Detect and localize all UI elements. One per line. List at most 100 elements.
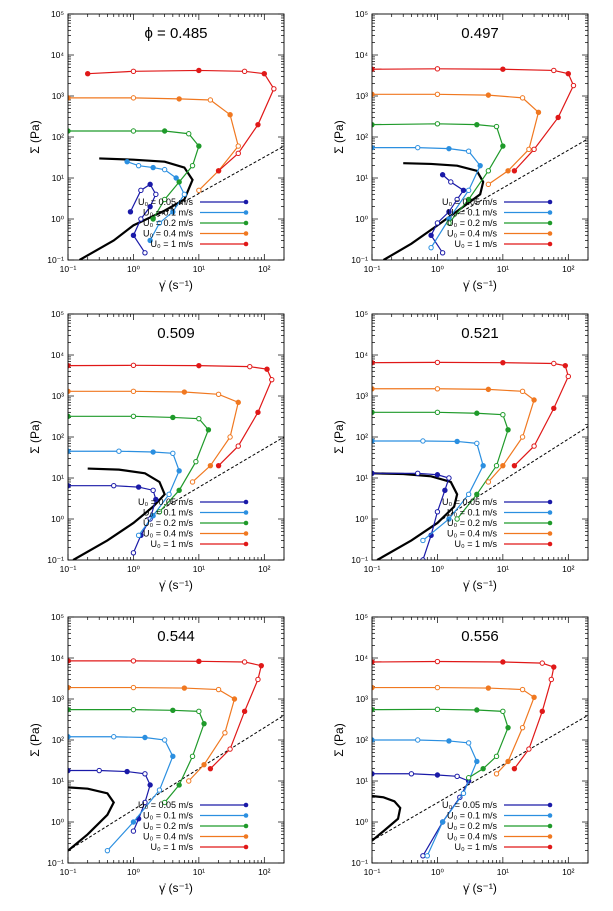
legend-label: U₀ = 1 m/s <box>455 842 498 852</box>
data-point <box>205 427 212 433</box>
data-point <box>446 145 452 152</box>
series-line <box>68 709 205 803</box>
data-point <box>500 411 506 418</box>
legend-marker <box>547 231 553 236</box>
series-5 <box>68 362 275 469</box>
y-tick-label: 10⁴ <box>355 350 368 360</box>
data-point <box>500 66 506 72</box>
data-point <box>193 458 199 465</box>
legend-label: U₀ = 0.4 m/s <box>447 529 498 539</box>
y-tick-label: 10¹ <box>356 776 368 786</box>
data-point <box>130 128 137 134</box>
data-point <box>170 209 176 215</box>
data-point <box>142 799 148 806</box>
data-point <box>156 220 163 226</box>
data-point <box>442 487 448 494</box>
chart-title: 0.509 <box>157 325 195 342</box>
x-axis-label: γ̇ (s⁻¹) <box>159 278 193 292</box>
legend-label: U₀ = 0.2 m/s <box>447 218 498 228</box>
data-point <box>505 724 511 731</box>
data-point <box>189 162 196 169</box>
plot-frame <box>67 616 285 864</box>
legend: U₀ = 0.05 m/sU₀ = 0.1 m/sU₀ = 0.2 m/sU₀ … <box>442 800 553 852</box>
x-tick-label: 10¹ <box>193 564 205 574</box>
y-tick-label: 10⁴ <box>355 50 368 60</box>
x-tick-label: 10⁰ <box>431 264 444 274</box>
data-point <box>176 96 182 102</box>
data-point <box>519 686 526 693</box>
data-point <box>434 91 441 98</box>
data-point <box>434 509 441 515</box>
series-3 <box>372 121 506 226</box>
plot-area <box>372 359 588 560</box>
reference-line <box>68 714 284 852</box>
data-point <box>135 484 142 490</box>
legend-label: U₀ = 0.1 m/s <box>143 811 194 821</box>
data-point <box>130 95 137 101</box>
legend-marker <box>243 844 249 850</box>
y-tick-label: 10⁵ <box>355 309 368 319</box>
chart-title: ϕ = 0.485 <box>144 25 207 42</box>
legend-label: U₀ = 0.4 m/s <box>447 832 498 842</box>
y-tick-label: 10⁻¹ <box>351 858 368 868</box>
x-tick-label: 10² <box>258 264 270 274</box>
data-point <box>130 706 137 713</box>
data-point <box>493 462 500 469</box>
data-point <box>196 708 202 715</box>
data-point <box>196 187 202 194</box>
data-point <box>474 707 480 713</box>
legend-label: U₀ = 0.05 m/s <box>442 497 498 507</box>
legend-label: U₀ = 1 m/s <box>455 239 498 249</box>
x-tick-label: 10¹ <box>497 867 509 877</box>
data-point <box>235 399 241 406</box>
x-axis-label: γ̇ (s⁻¹) <box>159 881 193 895</box>
legend-marker <box>243 241 249 247</box>
data-point <box>480 462 486 469</box>
series-line <box>68 769 151 832</box>
series-5 <box>372 658 557 772</box>
legend-marker <box>547 199 553 205</box>
series-2 <box>124 158 188 244</box>
data-point <box>372 470 375 477</box>
data-point <box>551 664 557 670</box>
legend-label: U₀ = 0.4 m/s <box>447 229 498 239</box>
data-point <box>420 537 426 544</box>
data-point <box>565 373 572 380</box>
legend-label: U₀ = 0.05 m/s <box>138 497 194 507</box>
legend-marker <box>547 823 553 829</box>
model-curve <box>68 786 116 852</box>
series-3 <box>68 706 207 806</box>
y-tick-label: 10⁻¹ <box>47 555 64 565</box>
data-point <box>434 658 441 665</box>
data-point <box>446 209 452 215</box>
plot-area <box>372 66 588 260</box>
data-point <box>264 366 270 372</box>
data-point <box>130 388 137 395</box>
data-point <box>428 244 434 251</box>
y-tick-label: 10⁵ <box>355 9 368 19</box>
series-line <box>372 440 484 541</box>
x-tick-label: 10⁻¹ <box>364 264 381 274</box>
legend-label: U₀ = 0.2 m/s <box>447 821 498 831</box>
data-point <box>207 97 214 103</box>
legend-marker <box>547 520 553 526</box>
data-point <box>161 799 168 806</box>
data-point <box>176 782 182 788</box>
data-point <box>222 730 228 736</box>
y-tick-label: 10⁰ <box>51 817 64 827</box>
legend-label: U₀ = 0.05 m/s <box>442 800 498 810</box>
data-point <box>539 660 545 666</box>
data-point <box>196 415 202 422</box>
data-point <box>493 753 500 760</box>
data-point <box>156 787 163 793</box>
data-point <box>408 771 415 777</box>
data-point <box>215 462 222 469</box>
data-point <box>474 121 480 128</box>
y-tick-label: 10⁴ <box>51 350 64 360</box>
series-line <box>68 485 157 554</box>
data-point <box>173 175 179 181</box>
data-point <box>460 790 467 797</box>
series-5 <box>84 67 277 174</box>
data-point <box>153 191 159 198</box>
data-point <box>176 179 182 185</box>
